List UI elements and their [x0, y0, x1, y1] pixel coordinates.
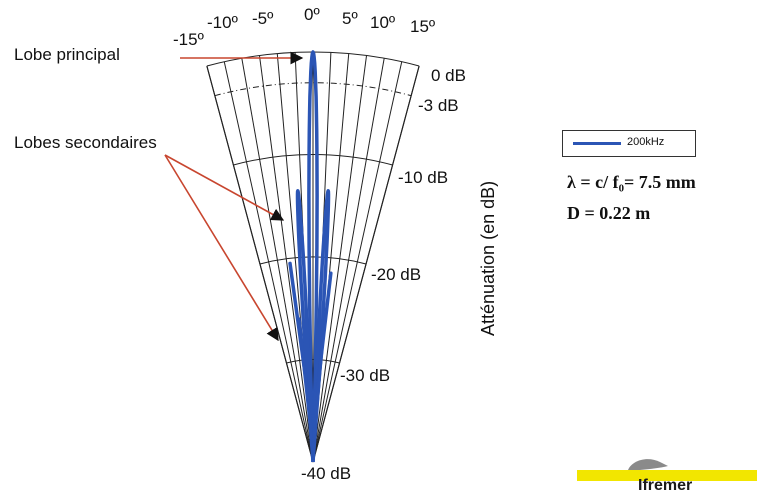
legend-line-swatch [573, 142, 621, 145]
db-arc-3db [214, 82, 412, 97]
wavelength-formula: λ = c/ f₀= 7.5 mm [567, 172, 696, 192]
angle-label-m5: -5º [252, 9, 274, 28]
angle-label-m10: -10º [207, 13, 238, 32]
beam-lobes [288, 50, 333, 463]
db-label-0: 0 dB [431, 66, 466, 85]
logo-shape-icon [628, 459, 668, 470]
fan-edge [206, 65, 314, 463]
angle-label-m15: -15º [173, 30, 204, 49]
side-lobes-label: Lobes secondaires [14, 133, 157, 152]
attenuation-axis-label: Atténuation (en dB) [478, 180, 498, 336]
side-lobe-left [295, 189, 315, 463]
outer-lobe-right-b [312, 327, 326, 444]
side-lobe-arrow-1 [164, 154, 285, 221]
db-label-m20: -20 dB [371, 265, 422, 284]
angle-label-0: 0º [304, 5, 320, 24]
db-arc [286, 359, 340, 364]
db-arc [233, 154, 393, 166]
annotation-arrows [164, 51, 304, 342]
legend: 200kHz [562, 130, 696, 157]
main-lobe [307, 50, 319, 463]
db-label-m10: -10 dB [398, 168, 449, 187]
db-label-m40: -40 dB [301, 464, 352, 483]
logo-bar [577, 470, 757, 481]
angle-label-10: 10º [370, 13, 396, 32]
db-label-m30: -30 dB [340, 366, 391, 385]
ifremer-logo [577, 459, 757, 481]
db-arc [259, 256, 367, 265]
side-lobe-right [311, 189, 331, 463]
diameter-formula: D = 0.22 m [567, 203, 651, 223]
logo-text: Ifremer [638, 477, 693, 494]
side-lobe-arrow-2 [164, 154, 279, 342]
db-label-m3: -3 dB [418, 96, 459, 115]
legend-label: 200kHz [627, 136, 665, 148]
angle-label-15: 15º [410, 17, 436, 36]
outer-lobe-left-b [297, 317, 313, 434]
main-lobe-label: Lobe principal [14, 45, 120, 64]
fan-edge [312, 65, 420, 463]
angle-label-5: 5º [342, 9, 358, 28]
